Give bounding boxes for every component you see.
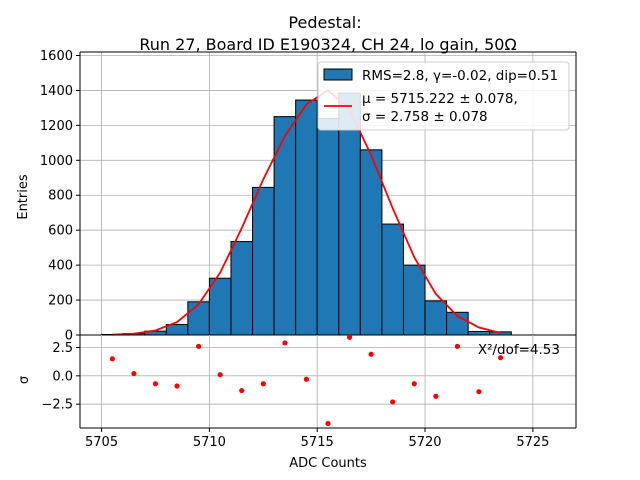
- residual-point: [476, 389, 482, 395]
- hist-y-tick-label: 600: [48, 224, 73, 239]
- hist-y-tick-label: 1200: [40, 119, 73, 134]
- residual-point: [217, 372, 223, 378]
- res-y-tick-label: 0.0: [52, 369, 73, 384]
- histogram-bar: [230, 241, 254, 336]
- x-tick-label: 5715: [301, 435, 334, 450]
- x-axis-label: ADC Counts: [289, 456, 367, 471]
- histogram-bar: [467, 331, 491, 336]
- residual-point: [196, 343, 202, 349]
- hist-y-tick-label: 1600: [40, 49, 73, 64]
- chart-title-line1: Pedestal:: [288, 13, 361, 32]
- x-tick-label: 5720: [408, 435, 441, 450]
- y-axis-label-entries: Entries: [16, 174, 31, 220]
- residual-point: [368, 351, 374, 357]
- hist-y-tick-label: 400: [48, 259, 73, 274]
- res-y-tick-label: −2.5: [41, 398, 73, 413]
- residual-point: [303, 376, 310, 382]
- histogram-bar: [208, 277, 232, 336]
- legend-entry-sigma: σ = 2.758 ± 0.078: [362, 109, 488, 125]
- residual-point: [454, 343, 460, 349]
- x-tick-label: 5705: [85, 435, 118, 450]
- chi2-annotation: X²/dof=4.53: [478, 342, 560, 358]
- legend-entry-mu: μ = 5715.222 ± 0.078,: [362, 91, 518, 107]
- residual-point: [433, 393, 439, 399]
- residual-point: [411, 381, 417, 387]
- residual-point: [260, 381, 266, 387]
- histogram-bar: [424, 300, 448, 336]
- hist-y-tick-label: 0: [65, 329, 73, 344]
- legend-bar-swatch: [323, 68, 353, 81]
- residual-axes: −2.5 0.0 2.5 5705 5710 5715 5720 5725: [41, 335, 577, 450]
- hist-y-tick-label: 800: [48, 189, 73, 204]
- hist-y-tick-label: 1400: [40, 84, 73, 99]
- fit-curve-group: [112, 88, 501, 336]
- fit-curve: [112, 88, 501, 336]
- legend: RMS=2.8, γ=-0.02, dip=0.51 μ = 5715.222 …: [317, 61, 570, 131]
- residual-points: [109, 334, 504, 427]
- histogram-bar: [402, 264, 426, 336]
- histogram-bar: [187, 301, 210, 336]
- residual-grid: [80, 335, 576, 428]
- histogram-bar: [316, 117, 340, 336]
- residual-point: [346, 334, 353, 340]
- y-axis-label-residual: σ: [17, 376, 32, 384]
- residual-point: [497, 355, 504, 361]
- residual-point: [109, 356, 115, 362]
- residual-point: [152, 381, 159, 387]
- residual-point: [239, 387, 245, 394]
- histogram-axes: 0 200 400 600 800 1000 1200 1400 1600: [40, 49, 577, 344]
- residual-point: [282, 340, 288, 346]
- legend-entry-rms: RMS=2.8, γ=-0.02, dip=0.51: [362, 68, 558, 84]
- histogram-bars: [101, 92, 512, 336]
- residual-point: [174, 383, 180, 389]
- histogram-bar: [381, 223, 404, 336]
- hist-y-tick-label: 200: [48, 294, 73, 309]
- residual-point: [325, 420, 331, 427]
- res-y-tick-label: 2.5: [52, 341, 73, 356]
- hist-y-tick-label: 1000: [40, 154, 73, 169]
- residual-point: [131, 370, 137, 377]
- histogram-bar: [359, 149, 383, 336]
- histogram-bar: [295, 99, 318, 336]
- residual-point: [390, 399, 396, 405]
- histogram-bar: [165, 324, 189, 336]
- x-tick-label: 5710: [193, 435, 226, 450]
- histogram-bar: [252, 186, 275, 336]
- x-tick-label: 5725: [516, 435, 549, 450]
- chart-title-line2: Run 27, Board ID E190324, CH 24, lo gain…: [139, 35, 516, 54]
- legend-box: [317, 61, 570, 131]
